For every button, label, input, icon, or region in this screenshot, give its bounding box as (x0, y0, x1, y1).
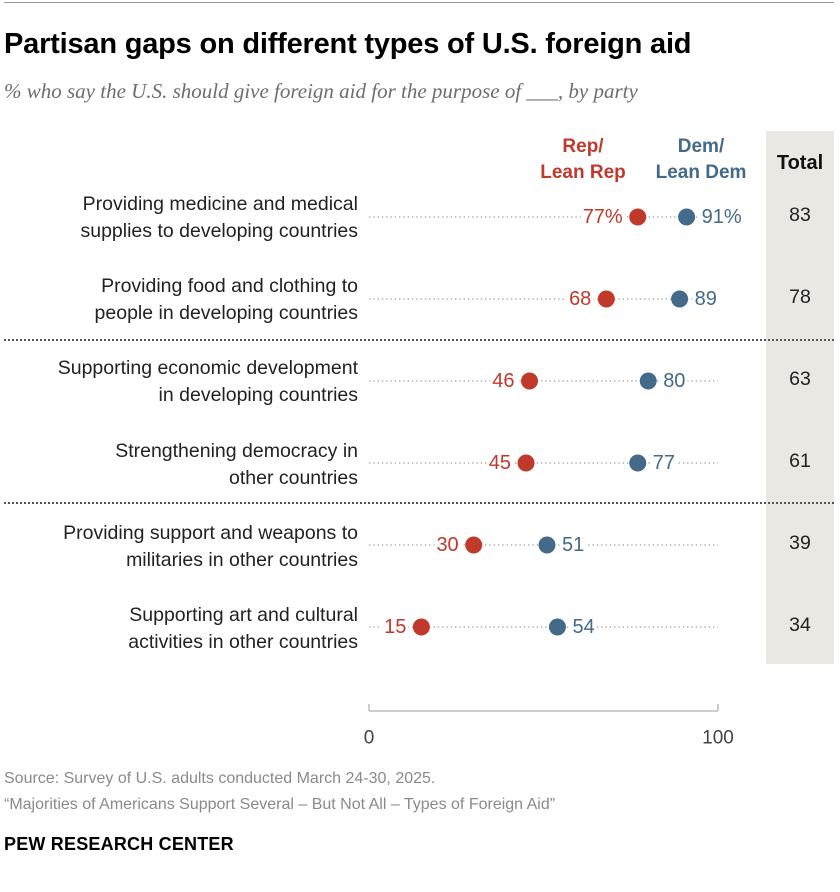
dot-dem (678, 208, 696, 226)
brand-logo-text: PEW RESEARCH CENTER (4, 834, 234, 854)
legend-rep-line1: Rep/ (562, 136, 604, 157)
label-halo (699, 206, 744, 228)
total-value: 78 (789, 286, 811, 308)
row-label-line1: Strengthening democracy in (115, 440, 358, 462)
source-note: Source: Survey of U.S. adults conducted … (4, 770, 436, 787)
data-label-dem: 89 (695, 288, 717, 310)
total-value: 63 (789, 368, 811, 390)
dot-rep (629, 208, 647, 226)
legend-rep-line2: Lean Rep (540, 162, 626, 183)
row-label-line1: Providing support and weapons to (63, 522, 358, 544)
data-label-dem: 51 (562, 534, 584, 556)
row-label-line1: Supporting art and cultural (129, 604, 358, 626)
row-label-line1: Supporting economic development (57, 357, 358, 379)
label-halo (486, 452, 514, 474)
row-label-line1: Providing medicine and medical (82, 193, 358, 215)
label-halo (567, 288, 594, 310)
dot-dem (538, 536, 556, 554)
data-label-rep: 45 (489, 452, 511, 474)
total-value: 83 (789, 204, 811, 226)
label-halo (650, 452, 677, 474)
data-label-rep: 77% (583, 206, 623, 228)
label-halo (382, 616, 409, 638)
row-label-line1: Providing food and clothing to (101, 275, 358, 297)
data-label-dem: 54 (572, 616, 594, 638)
data-label-rep: 46 (492, 370, 514, 392)
data-label-rep: 68 (569, 288, 591, 310)
row-label-line2: in developing countries (158, 384, 358, 406)
data-label-dem: 80 (663, 370, 685, 392)
legend-dem-line1: Dem/ (677, 136, 725, 157)
data-label-rep: 30 (436, 534, 458, 556)
group-separator (4, 502, 834, 504)
total-column-header: Total (776, 152, 824, 174)
data-label-dem: 91% (702, 206, 742, 228)
row-label-food: Providing food and clothing to people in… (0, 273, 358, 327)
report-title-note: “Majorities of Americans Support Several… (4, 796, 556, 813)
dot-plot: 77% 91% 68 89 46 80 45 77 30 51 15 54 0 100 (364, 206, 744, 749)
x-tick-label: 0 (364, 728, 375, 749)
row-label-line2: other countries (229, 467, 358, 489)
dot-dem (671, 290, 689, 308)
row-label-line2: people in developing countries (94, 302, 358, 324)
dot-rep (597, 290, 615, 308)
dot-dem (629, 454, 647, 472)
dot-dem (548, 618, 566, 636)
top-rule (4, 2, 834, 3)
row-label-democracy: Strengthening democracy in other countri… (0, 438, 358, 492)
label-halo (559, 534, 587, 556)
legend-dem-line2: Lean Dem (655, 162, 747, 183)
total-column-band (766, 131, 834, 664)
row-label-art: Supporting art and cultural activities i… (0, 602, 358, 656)
row-label-line2: militaries in other countries (126, 549, 358, 571)
dot-rep (465, 536, 483, 554)
legend-dem: Dem/ Lean Dem (640, 134, 762, 186)
row-label-line2: supplies to developing countries (80, 220, 358, 242)
chart-title: Partisan gaps on different types of U.S.… (4, 28, 692, 60)
label-halo (661, 370, 688, 392)
dot-dem (639, 372, 657, 390)
label-halo (692, 288, 719, 310)
row-label-line2: activities in other countries (128, 631, 358, 653)
row-label-weapons: Providing support and weapons to militar… (0, 520, 358, 574)
legend-rep: Rep/ Lean Rep (528, 134, 638, 186)
group-separator (4, 339, 834, 341)
total-value: 34 (789, 614, 811, 636)
data-label-rep: 15 (384, 616, 406, 638)
row-label-medicine: Providing medicine and medical supplies … (0, 191, 358, 245)
label-halo (490, 370, 517, 392)
dot-rep (521, 372, 539, 390)
label-halo (434, 534, 461, 556)
dot-rep (412, 618, 430, 636)
dot-rep (517, 454, 535, 472)
total-value: 39 (789, 532, 811, 554)
total-value: 61 (789, 450, 811, 472)
label-halo (580, 206, 625, 228)
data-label-dem: 77 (653, 452, 675, 474)
chart-subtitle: % who say the U.S. should give foreign a… (4, 79, 638, 103)
row-label-economic: Supporting economic development in devel… (0, 355, 358, 409)
x-tick-label: 100 (702, 728, 734, 749)
label-halo (570, 616, 597, 638)
